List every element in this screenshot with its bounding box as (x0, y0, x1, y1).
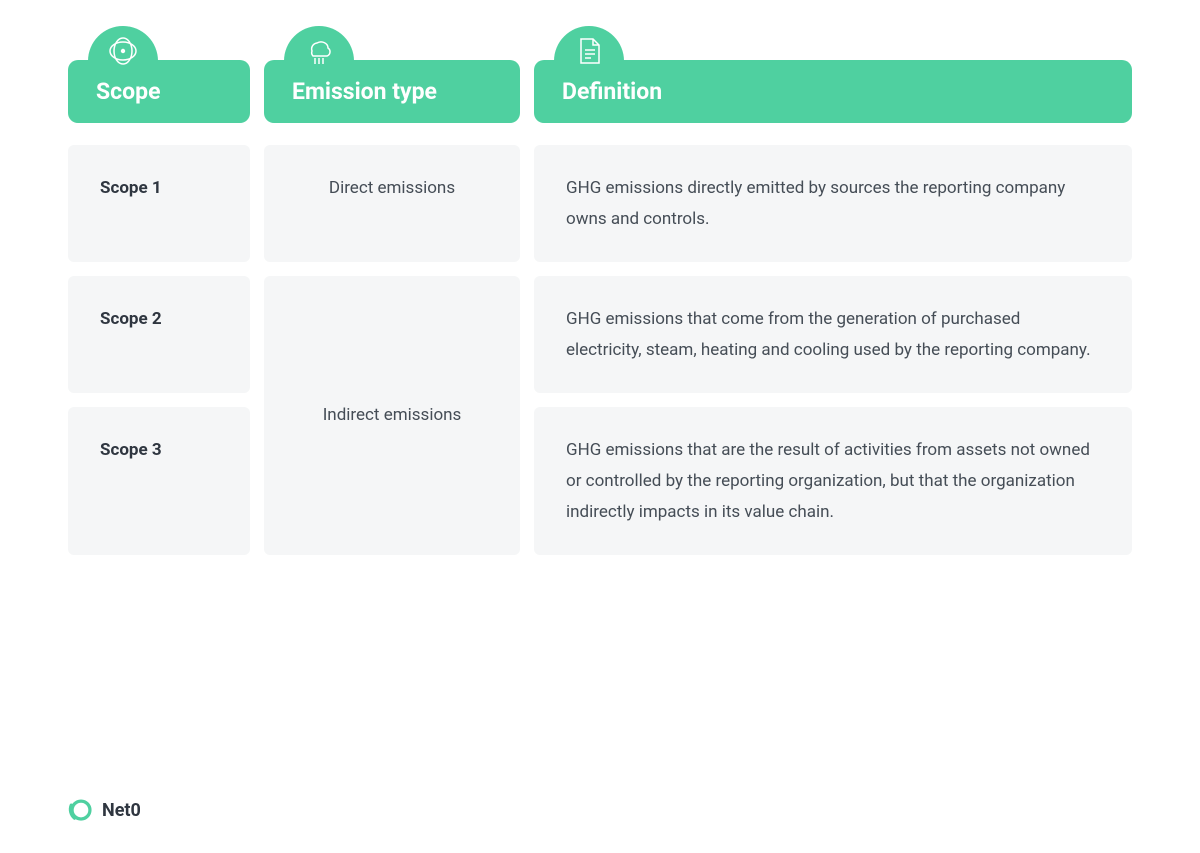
definition-cell: GHG emissions that are the result of act… (534, 407, 1132, 555)
scope-label: Scope 2 (100, 309, 162, 329)
scope-label-cell: Scope 1 (68, 145, 250, 262)
definition-text: GHG emissions that are the result of act… (566, 440, 1090, 521)
scope-label: Scope 3 (100, 440, 162, 460)
header-label: Definition (562, 78, 662, 105)
scope-label-cell: Scope 2 (68, 276, 250, 393)
scope-label: Scope 1 (100, 178, 162, 198)
emission-type: Indirect emissions (323, 400, 462, 431)
definition-text: GHG emissions that come from the generat… (566, 309, 1091, 360)
document-icon (554, 26, 624, 70)
globe-icon (88, 26, 158, 70)
header-label: Emission type (292, 78, 437, 105)
scope-definitions-table: Scope Emission type (68, 60, 1132, 555)
net0-logo-icon (68, 797, 94, 823)
definition-cell: GHG emissions that come from the generat… (534, 276, 1132, 393)
emission-type-cell-merged: Indirect emissions (264, 276, 520, 555)
table-header-row: Scope Emission type (68, 60, 1132, 123)
header-cell-emission: Emission type (264, 60, 520, 123)
table-body: Scope 1 Direct emissions GHG emissions d… (68, 145, 1132, 555)
emission-type-cell: Direct emissions (264, 145, 520, 262)
definition-text: GHG emissions directly emitted by source… (566, 178, 1065, 229)
brand-logo: Net0 (68, 797, 141, 823)
scope-label-cell: Scope 3 (68, 407, 250, 555)
brand-name: Net0 (102, 800, 141, 821)
emission-type: Direct emissions (329, 173, 455, 204)
header-cell-definition: Definition (534, 60, 1132, 123)
definition-cell: GHG emissions directly emitted by source… (534, 145, 1132, 262)
header-cell-scope: Scope (68, 60, 250, 123)
header-label: Scope (96, 78, 161, 105)
cloud-rain-icon (284, 26, 354, 70)
